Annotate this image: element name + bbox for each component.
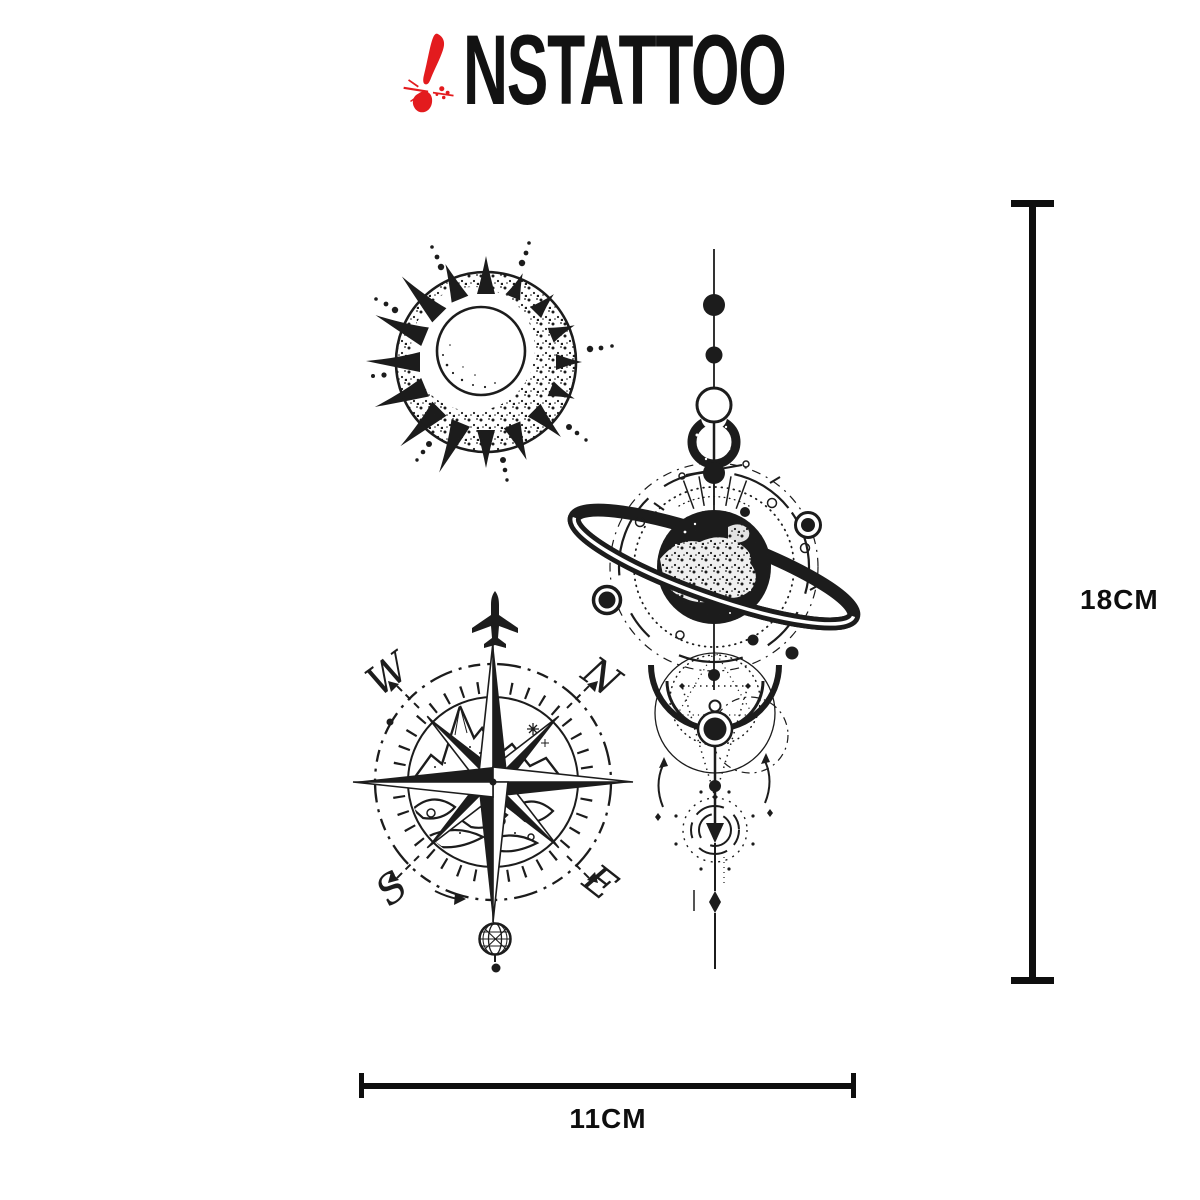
saturn-planet (657, 510, 771, 624)
width-ruler-line (361, 1083, 855, 1089)
sun-dotted-rays (371, 241, 614, 482)
width-dimension-label: 11CM (569, 1103, 647, 1134)
orb-chain (678, 294, 750, 484)
sun-moon-eclipse-tattoo (366, 241, 614, 482)
compass-rose-tattoo: W N S E (352, 591, 634, 973)
height-dimension-label: 18CM (1080, 584, 1159, 615)
compass-letter-east: E (574, 855, 626, 910)
crescent-moon (394, 270, 578, 454)
airplane-icon (472, 591, 518, 648)
saturn-geometric-tattoo (567, 249, 861, 969)
compass-star (352, 641, 634, 923)
compass-letter-north: N (573, 648, 631, 708)
saturn-ring-front (567, 515, 860, 631)
lower-geometry (648, 649, 789, 969)
width-ruler-right-cap (851, 1073, 856, 1098)
orbit-nodes (591, 476, 822, 681)
compass-letter-south: S (367, 862, 417, 915)
height-ruler-bottom-cap (1011, 977, 1054, 984)
globe-icon (478, 921, 512, 973)
brand-logo-icon (403, 33, 454, 113)
sun-disk (435, 305, 527, 397)
height-ruler-line (1029, 203, 1036, 980)
brand-logo-text: NSTATTOO (463, 14, 787, 125)
